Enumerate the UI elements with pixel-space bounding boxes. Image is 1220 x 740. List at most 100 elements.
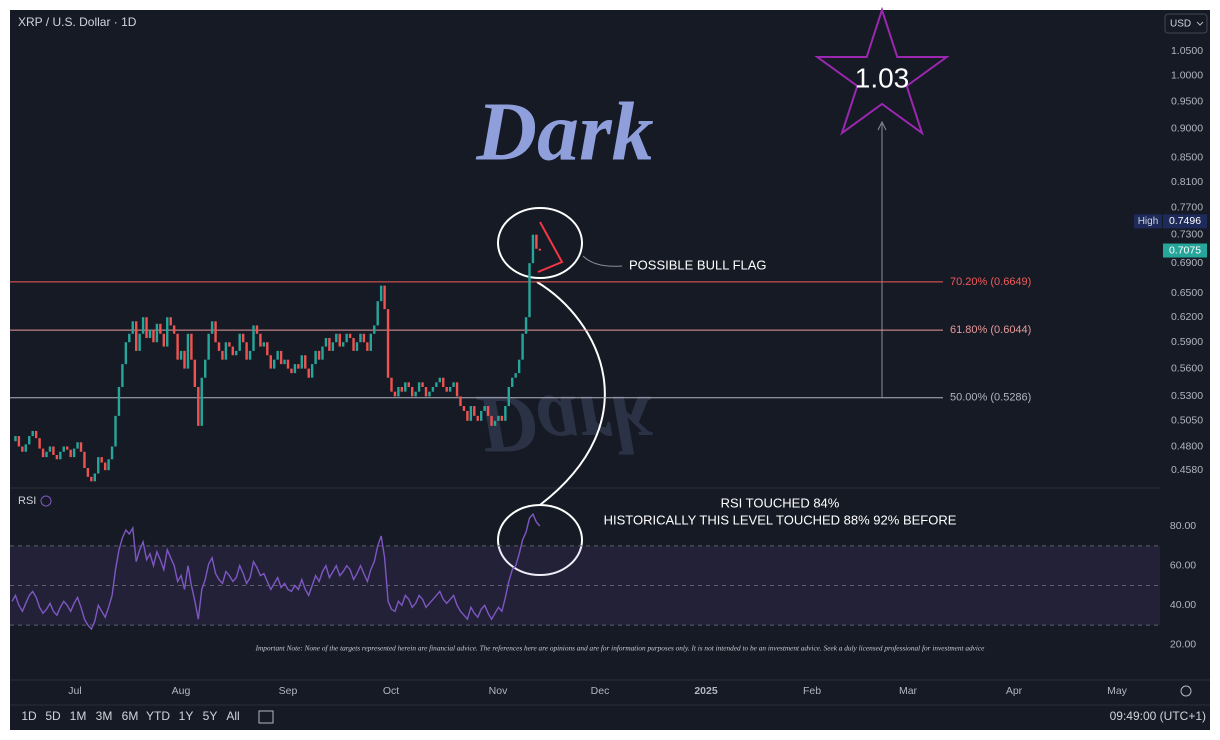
candle — [135, 321, 138, 351]
candle — [79, 442, 83, 452]
last-price: 0.7075 — [1169, 244, 1201, 256]
candle — [248, 350, 252, 360]
range-button[interactable]: 5D — [45, 709, 61, 723]
bull-flag-shape — [537, 221, 564, 273]
candle — [469, 406, 473, 421]
rsi-tick-label: 40.00 — [1170, 599, 1196, 611]
x-tick-label: Aug — [172, 685, 191, 697]
candle — [183, 350, 186, 369]
candle — [352, 337, 355, 351]
range-button[interactable]: 1M — [70, 709, 87, 723]
candle — [376, 301, 379, 326]
candle — [103, 462, 107, 471]
candle — [235, 350, 238, 356]
fib-label: 61.80% (0.6044) — [950, 324, 1031, 336]
candle — [97, 457, 100, 474]
candle — [93, 473, 96, 482]
settings-icon[interactable] — [1180, 685, 1192, 697]
target-label: 1.03 — [855, 62, 910, 93]
candle — [421, 382, 424, 387]
candle — [241, 333, 245, 343]
candle — [379, 285, 383, 302]
candle — [121, 364, 124, 387]
candle — [438, 377, 441, 383]
calendar-icon[interactable] — [258, 710, 274, 724]
candle — [210, 321, 214, 334]
candle — [179, 350, 183, 360]
candle — [321, 346, 324, 360]
dropdown-icon — [1196, 21, 1204, 26]
high-tag-label: High — [1138, 216, 1159, 227]
currency-label[interactable]: USD — [1170, 19, 1191, 30]
candle — [279, 350, 283, 365]
candle — [41, 448, 45, 458]
candle — [342, 342, 345, 347]
y-tick-label: 0.6200 — [1171, 311, 1203, 323]
range-button[interactable]: 6M — [122, 709, 139, 723]
candle — [38, 438, 41, 449]
candle — [259, 333, 262, 347]
candle — [138, 333, 141, 351]
candle — [290, 368, 293, 374]
candle — [76, 442, 79, 449]
rsi-settings-icon[interactable] — [40, 495, 52, 507]
candle — [466, 410, 469, 421]
candle — [117, 386, 121, 416]
range-button[interactable]: 5Y — [203, 709, 218, 723]
candle — [141, 317, 145, 334]
candle — [428, 391, 431, 397]
currency-select[interactable] — [1164, 13, 1208, 34]
candle — [366, 342, 369, 351]
candle — [197, 386, 200, 426]
candle — [338, 333, 341, 347]
candle — [524, 317, 528, 334]
candle — [69, 449, 72, 458]
candle — [21, 446, 24, 452]
y-tick-label: 0.7300 — [1171, 228, 1203, 240]
candle — [145, 317, 148, 338]
candle — [480, 410, 483, 421]
candle — [131, 321, 134, 334]
range-button[interactable]: YTD — [146, 709, 170, 723]
flag-circle — [497, 207, 583, 279]
candle — [417, 382, 421, 392]
candle — [190, 333, 193, 360]
candle — [45, 451, 48, 458]
candle — [373, 325, 376, 334]
x-tick-label: Nov — [489, 685, 508, 697]
candle — [442, 377, 445, 387]
candle — [200, 377, 203, 426]
candle — [497, 415, 500, 421]
candle — [128, 333, 131, 343]
candle — [100, 457, 103, 463]
y-tick-label: 0.8100 — [1171, 176, 1203, 188]
range-button[interactable]: 1D — [21, 709, 37, 723]
high-tag — [1163, 214, 1207, 229]
candle — [238, 333, 241, 351]
watermark-reflection: Dark — [475, 378, 653, 471]
x-tick-label: Feb — [803, 685, 821, 697]
candle — [269, 355, 272, 369]
candle — [393, 391, 397, 397]
y-tick-label: 0.9500 — [1171, 95, 1203, 107]
y-tick-label: 0.4580 — [1171, 464, 1203, 476]
candle — [169, 317, 172, 326]
y-tick-label: 0.5300 — [1171, 390, 1203, 402]
y-tick-label: 0.7700 — [1171, 202, 1203, 214]
candle — [90, 476, 93, 482]
x-tick-label: Apr — [1006, 685, 1023, 697]
y-tick-label: 0.4800 — [1171, 440, 1203, 452]
candle — [310, 364, 314, 378]
range-button[interactable]: 3M — [96, 709, 113, 723]
rsi-label: RSI — [18, 495, 36, 507]
candle — [473, 406, 476, 416]
candle — [34, 430, 38, 439]
rsi-note: RSI TOUCHED 84% — [721, 495, 840, 510]
candle — [493, 420, 497, 426]
range-button[interactable]: All — [226, 709, 239, 723]
candle — [400, 386, 404, 392]
candle — [397, 386, 400, 397]
candle — [31, 430, 34, 437]
candle — [124, 342, 128, 365]
range-button[interactable]: 1Y — [179, 709, 194, 723]
